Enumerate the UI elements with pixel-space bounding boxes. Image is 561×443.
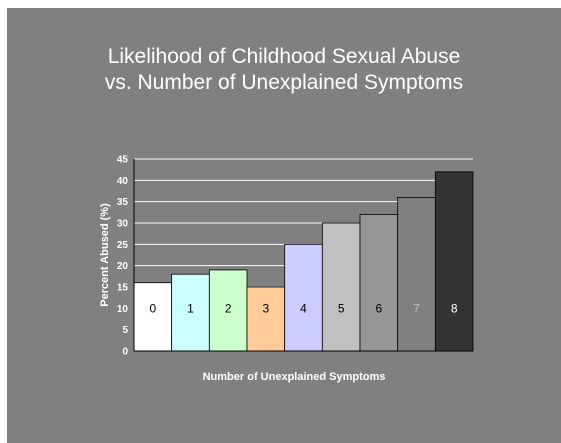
bar-label-6: 6: [375, 301, 382, 315]
y-tick-label: 45: [117, 155, 129, 166]
x-axis-title: Number of Unexplained Symptoms: [203, 371, 386, 383]
chart-title-line2: vs. Number of Unexplained Symptoms: [104, 71, 464, 94]
bar-4: [284, 243, 323, 352]
y-tick-label: 10: [117, 304, 129, 315]
bar-label-1: 1: [187, 301, 194, 315]
bar-7: [397, 196, 436, 352]
y-tick-label: 35: [117, 197, 129, 208]
bar-3: [246, 286, 286, 352]
bar-labels: 0 1 2 3 4 5 6 7 8: [149, 301, 457, 315]
y-tick-label: 0: [122, 347, 128, 358]
y-tick-label: 15: [117, 283, 129, 294]
bar-6: [359, 214, 399, 352]
chart-title-line1: Likelihood of Childhood Sexual Abuse: [107, 45, 461, 68]
bar-label-2: 2: [225, 301, 232, 315]
y-tick-label: 25: [117, 240, 129, 251]
bar-label-5: 5: [338, 301, 345, 315]
y-tick-label: 5: [122, 325, 128, 336]
bars: [133, 171, 474, 352]
bar-label-8: 8: [451, 301, 458, 315]
bar-label-3: 3: [262, 301, 269, 315]
y-tick-label: 20: [117, 261, 129, 272]
y-axis-title: Percent Abused (%): [99, 203, 111, 307]
bar-0: [133, 282, 173, 352]
y-tick-label: 40: [117, 176, 129, 187]
bar-8: [434, 171, 474, 352]
y-tick-label: 30: [117, 219, 129, 230]
bar-1: [171, 273, 210, 352]
bar-5: [321, 222, 361, 352]
bar-label-7: 7: [413, 301, 420, 315]
chart-title: Likelihood of Childhood Sexual Abuse vs.…: [7, 44, 561, 96]
y-tick-labels: 0 5 10 15 20 25 30 35 40 45: [117, 155, 129, 358]
bar-label-4: 4: [300, 301, 307, 315]
bar-label-0: 0: [149, 301, 156, 315]
